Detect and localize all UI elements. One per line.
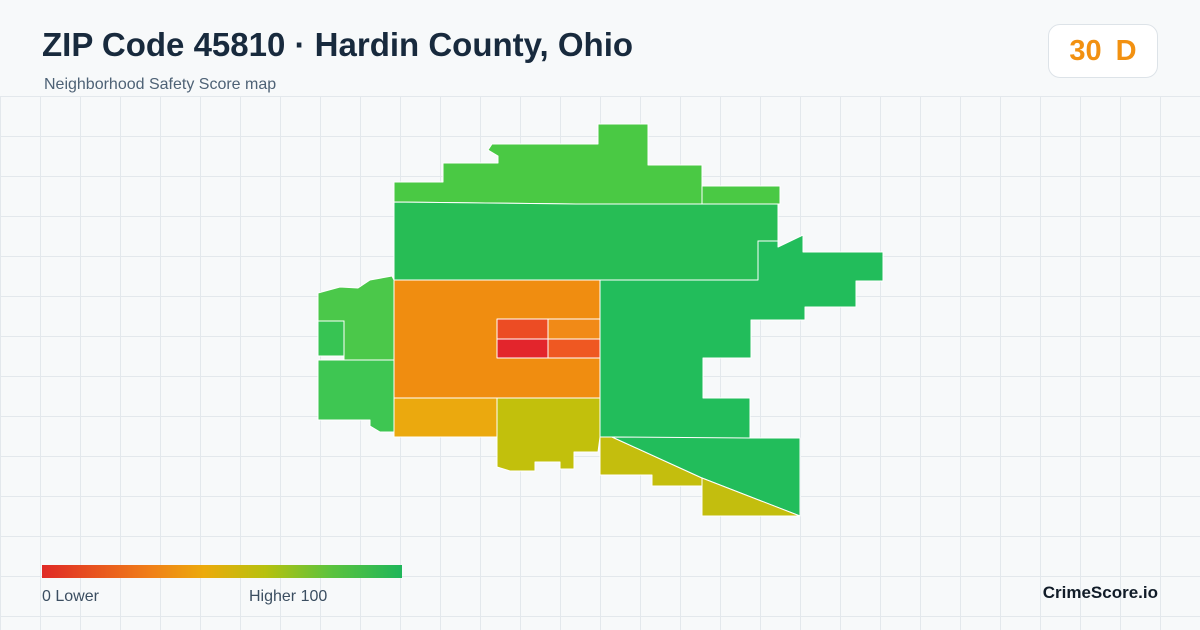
region-southeast-green[interactable]: [611, 436, 801, 517]
region-southwest-amber[interactable]: [393, 397, 498, 438]
region-center-red-bottom[interactable]: [496, 338, 549, 359]
region-north-top[interactable]: [393, 123, 703, 205]
legend-high-label: Higher 100: [249, 588, 328, 605]
region-west-notch[interactable]: [317, 320, 345, 357]
legend-low-label: 0 Lower: [42, 588, 99, 605]
region-northeast-small[interactable]: [701, 185, 781, 205]
region-center-red-right[interactable]: [547, 338, 601, 359]
region-west-lower[interactable]: [317, 359, 395, 433]
page-subtitle: Neighborhood Safety Score map: [44, 76, 277, 93]
score-grade: D: [1115, 34, 1137, 67]
safety-score-badge: 30 D: [1048, 24, 1158, 78]
region-east-large[interactable]: [599, 234, 884, 439]
region-center-red-top[interactable]: [496, 318, 549, 340]
header: [0, 0, 1200, 96]
score-value: 30: [1069, 34, 1102, 67]
region-south-olive[interactable]: [496, 397, 601, 472]
brand-logo-text: CrimeScore.io: [1042, 583, 1158, 602]
region-north-wide[interactable]: [393, 201, 779, 281]
legend-color-scale: [42, 565, 402, 578]
page-title: ZIP Code 45810 · Hardin County, Ohio: [42, 26, 634, 63]
region-center-orange-small[interactable]: [547, 318, 601, 340]
region-southeast-tip[interactable]: [701, 477, 801, 517]
